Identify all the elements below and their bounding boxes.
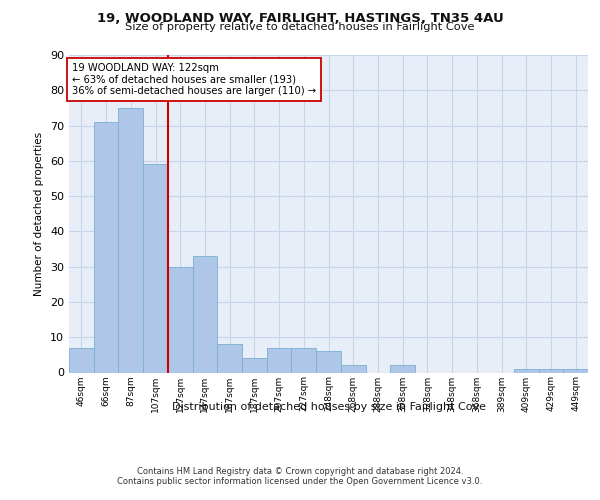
Text: Distribution of detached houses by size in Fairlight Cove: Distribution of detached houses by size …: [172, 402, 486, 412]
Bar: [316, 352, 341, 372]
Bar: [143, 164, 168, 372]
Bar: [563, 369, 588, 372]
Bar: [118, 108, 143, 372]
Y-axis label: Number of detached properties: Number of detached properties: [34, 132, 44, 296]
Bar: [69, 348, 94, 372]
Bar: [193, 256, 217, 372]
Bar: [242, 358, 267, 372]
Text: 19 WOODLAND WAY: 122sqm
← 63% of detached houses are smaller (193)
36% of semi-d: 19 WOODLAND WAY: 122sqm ← 63% of detache…: [71, 63, 316, 96]
Bar: [94, 122, 118, 372]
Text: Size of property relative to detached houses in Fairlight Cove: Size of property relative to detached ho…: [125, 22, 475, 32]
Bar: [267, 348, 292, 372]
Bar: [514, 369, 539, 372]
Text: Contains public sector information licensed under the Open Government Licence v3: Contains public sector information licen…: [118, 477, 482, 486]
Bar: [341, 366, 365, 372]
Bar: [539, 369, 563, 372]
Bar: [217, 344, 242, 372]
Text: 19, WOODLAND WAY, FAIRLIGHT, HASTINGS, TN35 4AU: 19, WOODLAND WAY, FAIRLIGHT, HASTINGS, T…: [97, 12, 503, 26]
Bar: [292, 348, 316, 372]
Bar: [390, 366, 415, 372]
Text: Contains HM Land Registry data © Crown copyright and database right 2024.: Contains HM Land Registry data © Crown c…: [137, 467, 463, 476]
Bar: [168, 266, 193, 372]
